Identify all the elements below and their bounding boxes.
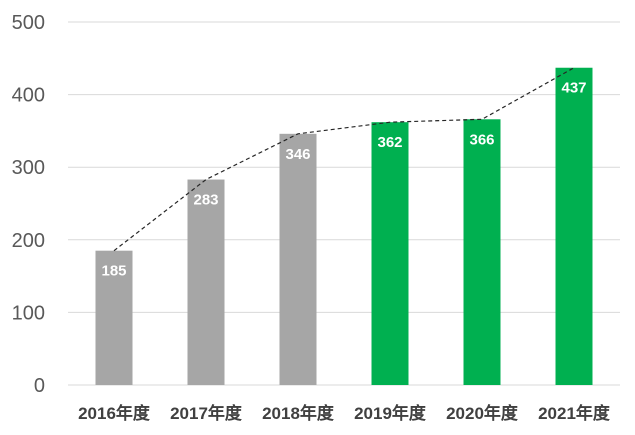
- bar-2018年度: [279, 133, 317, 385]
- y-tick-label-100: 100: [12, 302, 45, 324]
- y-tick-label-200: 200: [12, 230, 45, 252]
- data-labels: 185 283 346 362 366 437: [101, 80, 586, 280]
- y-axis-ticks: 0 100 200 300 400 500: [12, 12, 45, 397]
- trend-line: [113, 67, 575, 252]
- trend-line-group: [113, 67, 575, 252]
- x-tick-label-2016年度: 2016年度: [78, 403, 151, 423]
- x-tick-label-2021年度: 2021年度: [538, 403, 611, 423]
- gridlines: [68, 21, 620, 386]
- data-label-2020年度: 366: [469, 131, 494, 148]
- data-label-2021年度: 437: [561, 80, 586, 97]
- x-tick-label-2020年度: 2020年度: [446, 403, 519, 423]
- bars: [95, 67, 593, 386]
- bar-2017年度: [187, 179, 225, 385]
- bar-2016年度: [95, 250, 133, 385]
- data-label-2017年度: 283: [193, 192, 218, 209]
- x-tick-label-2019年度: 2019年度: [354, 403, 427, 423]
- x-tick-label-2017年度: 2017年度: [170, 403, 243, 423]
- y-tick-label-400: 400: [12, 85, 45, 107]
- bar-2020年度: [463, 119, 501, 385]
- data-label-2016年度: 185: [101, 263, 126, 280]
- data-label-2018年度: 346: [285, 146, 310, 163]
- x-tick-label-2018年度: 2018年度: [262, 403, 335, 423]
- bar-2021年度: [555, 67, 593, 385]
- y-tick-label-500: 500: [12, 12, 45, 34]
- y-tick-label-0: 0: [34, 375, 45, 397]
- data-label-2019年度: 362: [377, 134, 402, 151]
- y-tick-label-300: 300: [12, 157, 45, 179]
- x-axis-ticks: 2016年度 2017年度 2018年度 2019年度 2020年度 2021年度: [78, 403, 611, 423]
- bar-2019年度: [371, 122, 409, 386]
